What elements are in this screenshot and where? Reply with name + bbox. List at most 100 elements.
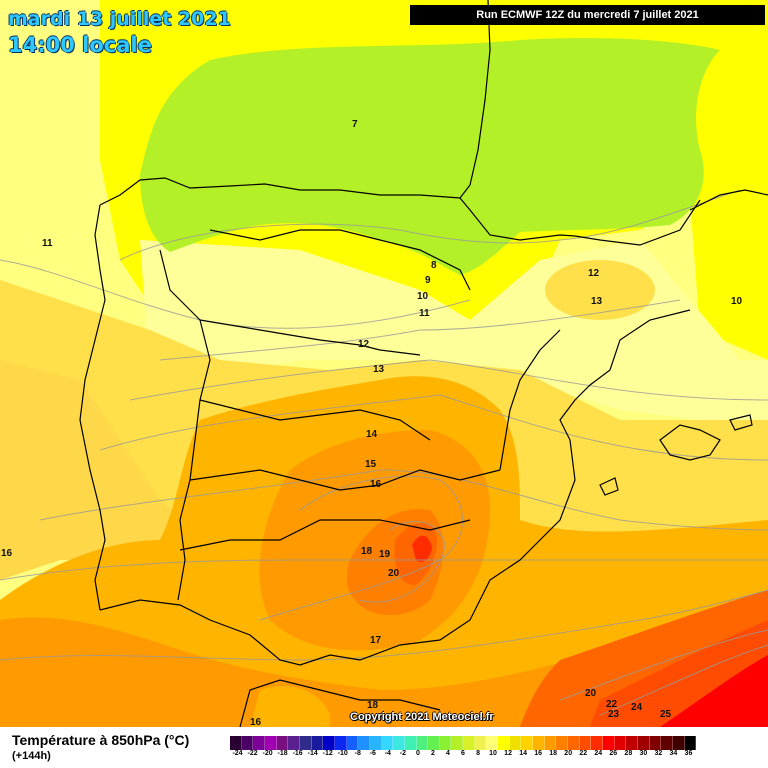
legend-swatch xyxy=(241,736,254,750)
portugal-coast xyxy=(79,204,106,611)
legend-swatch xyxy=(509,736,522,750)
legend-swatch xyxy=(672,736,685,750)
isotherm-25: 25 xyxy=(660,709,672,720)
isotherm-9: 9 xyxy=(425,275,431,286)
legend-swatch xyxy=(334,736,347,750)
legend-tick: -22 xyxy=(247,750,258,757)
legend-tick: 28 xyxy=(624,750,633,757)
legend-swatch xyxy=(463,736,475,750)
isotherm-10: 10 xyxy=(417,291,429,302)
legend-swatch xyxy=(568,736,580,750)
legend-swatch xyxy=(474,736,487,750)
legend-swatch xyxy=(439,736,452,750)
legend-swatch xyxy=(230,736,242,750)
legend-swatch xyxy=(556,736,569,750)
legend-tick: 34 xyxy=(669,750,678,757)
variable-title: Température à 850hPa (°C) xyxy=(12,732,190,748)
legend-swatch xyxy=(684,736,697,750)
isotherm-14: 14 xyxy=(366,429,378,440)
run-info-banner: Run ECMWF 12Z du mercredi 7 juillet 2021 xyxy=(410,5,765,25)
zone-se-deep xyxy=(660,655,768,727)
legend-swatch xyxy=(428,736,440,750)
legend-swatch xyxy=(311,736,324,750)
isotherm-11-west: 11 xyxy=(42,238,53,249)
zone-sw-orange xyxy=(0,640,130,727)
legend-tick: 10 xyxy=(489,750,497,757)
legend-swatch xyxy=(486,736,499,750)
isotherm-labels: 7 11 8 9 10 11 12 13 10 12 13 14 15 16 1… xyxy=(1,119,743,727)
legend-tick: 22 xyxy=(579,750,588,757)
legend-tick: -8 xyxy=(354,750,361,757)
legend-tick: 8 xyxy=(476,750,480,757)
legend-swatch xyxy=(579,736,592,750)
zone-hot-peak xyxy=(412,535,432,562)
temperature-map: 7 11 8 9 10 11 12 13 10 12 13 14 15 16 1… xyxy=(0,0,768,727)
legend-swatch xyxy=(521,736,534,750)
legend-swatch xyxy=(544,736,557,750)
isotherm-16: 16 xyxy=(370,479,382,490)
legend-swatch xyxy=(393,736,405,750)
isotherm-20: 20 xyxy=(388,568,400,579)
legend-tick: 30 xyxy=(639,750,648,757)
mallorca xyxy=(659,424,721,461)
legend-swatch xyxy=(603,736,615,750)
legend-ticks: -24 -22 -20 -18 -16 -14 -12 -10 -8 -6 -4 -2 0 2 4 6 8 10 1… xyxy=(230,750,696,762)
isotherm-17: 17 xyxy=(370,635,382,646)
isotherm-8: 8 xyxy=(431,260,437,271)
legend-tick: 32 xyxy=(654,750,663,757)
legend-tick: -4 xyxy=(384,750,391,757)
zone-south-pocket xyxy=(250,686,330,727)
legend-tick: 36 xyxy=(684,750,693,757)
legend-swatch xyxy=(276,736,289,750)
legend-swatch xyxy=(323,736,335,750)
legend-tick: 6 xyxy=(461,750,465,757)
legend-tick: -10 xyxy=(337,750,348,757)
isotherm-18: 18 xyxy=(361,546,373,557)
borders xyxy=(79,0,768,727)
legend-swatch xyxy=(358,736,370,750)
isotherm-20-se: 20 xyxy=(585,688,597,699)
pyrenees-border xyxy=(459,197,701,246)
lead-time: (+144h) xyxy=(12,750,51,762)
isotherm-11: 11 xyxy=(419,308,430,319)
isotherm-15: 15 xyxy=(365,459,377,470)
legend-tick: -14 xyxy=(307,750,318,757)
legend-swatch xyxy=(498,736,510,750)
legend-swatch xyxy=(626,736,638,750)
isotherm-12: 12 xyxy=(358,339,370,350)
isotherm-13-east: 13 xyxy=(591,296,603,307)
legend-tick: 4 xyxy=(446,750,450,757)
legend-swatch xyxy=(649,736,662,750)
footer-bar: Température à 850hPa (°C) (+144h) -2 4 -22… xyxy=(0,727,768,768)
isotherm-16-west: 16 xyxy=(1,548,13,559)
forecast-time-title: 14:00 locale xyxy=(8,33,152,57)
morocco-coast xyxy=(239,679,441,727)
isotherm-18-south: 18 xyxy=(367,700,379,711)
isotherm-10-east: 10 xyxy=(731,296,743,307)
legend-tick: -2 xyxy=(399,750,406,757)
isotherm-22: 22 xyxy=(606,699,618,710)
legend-swatch xyxy=(299,736,312,750)
legend-swatch xyxy=(381,736,394,750)
legend-tick: 2 xyxy=(430,750,435,757)
isotherm-16-south: 16 xyxy=(250,717,262,727)
zone-green xyxy=(140,38,720,275)
legend-swatch xyxy=(346,736,359,750)
legend-tick: -18 xyxy=(277,750,288,757)
legend-swatches xyxy=(230,736,697,750)
iberian-north-coast xyxy=(99,0,491,206)
color-legend: -24 -22 -20 -18 -16 -14 -12 -10 -8 -6 -4 -2 0 2 4 6 8 10 1… xyxy=(230,736,697,766)
legend-tick: 24 xyxy=(594,750,603,757)
isotherm-13: 13 xyxy=(373,364,385,375)
legend-swatch xyxy=(591,736,603,750)
legend-tick: -16 xyxy=(292,750,303,757)
legend-swatch xyxy=(369,736,382,750)
legend-tick: 18 xyxy=(549,750,558,757)
legend-swatch xyxy=(264,736,277,750)
isotherm-12-east: 12 xyxy=(588,268,600,279)
legend-swatch xyxy=(637,736,650,750)
zone-gold-west xyxy=(0,360,200,580)
legend-tick: 16 xyxy=(534,750,543,757)
forecast-date-title: mardi 13 juillet 2021 xyxy=(8,8,231,30)
french-coast xyxy=(689,189,768,211)
